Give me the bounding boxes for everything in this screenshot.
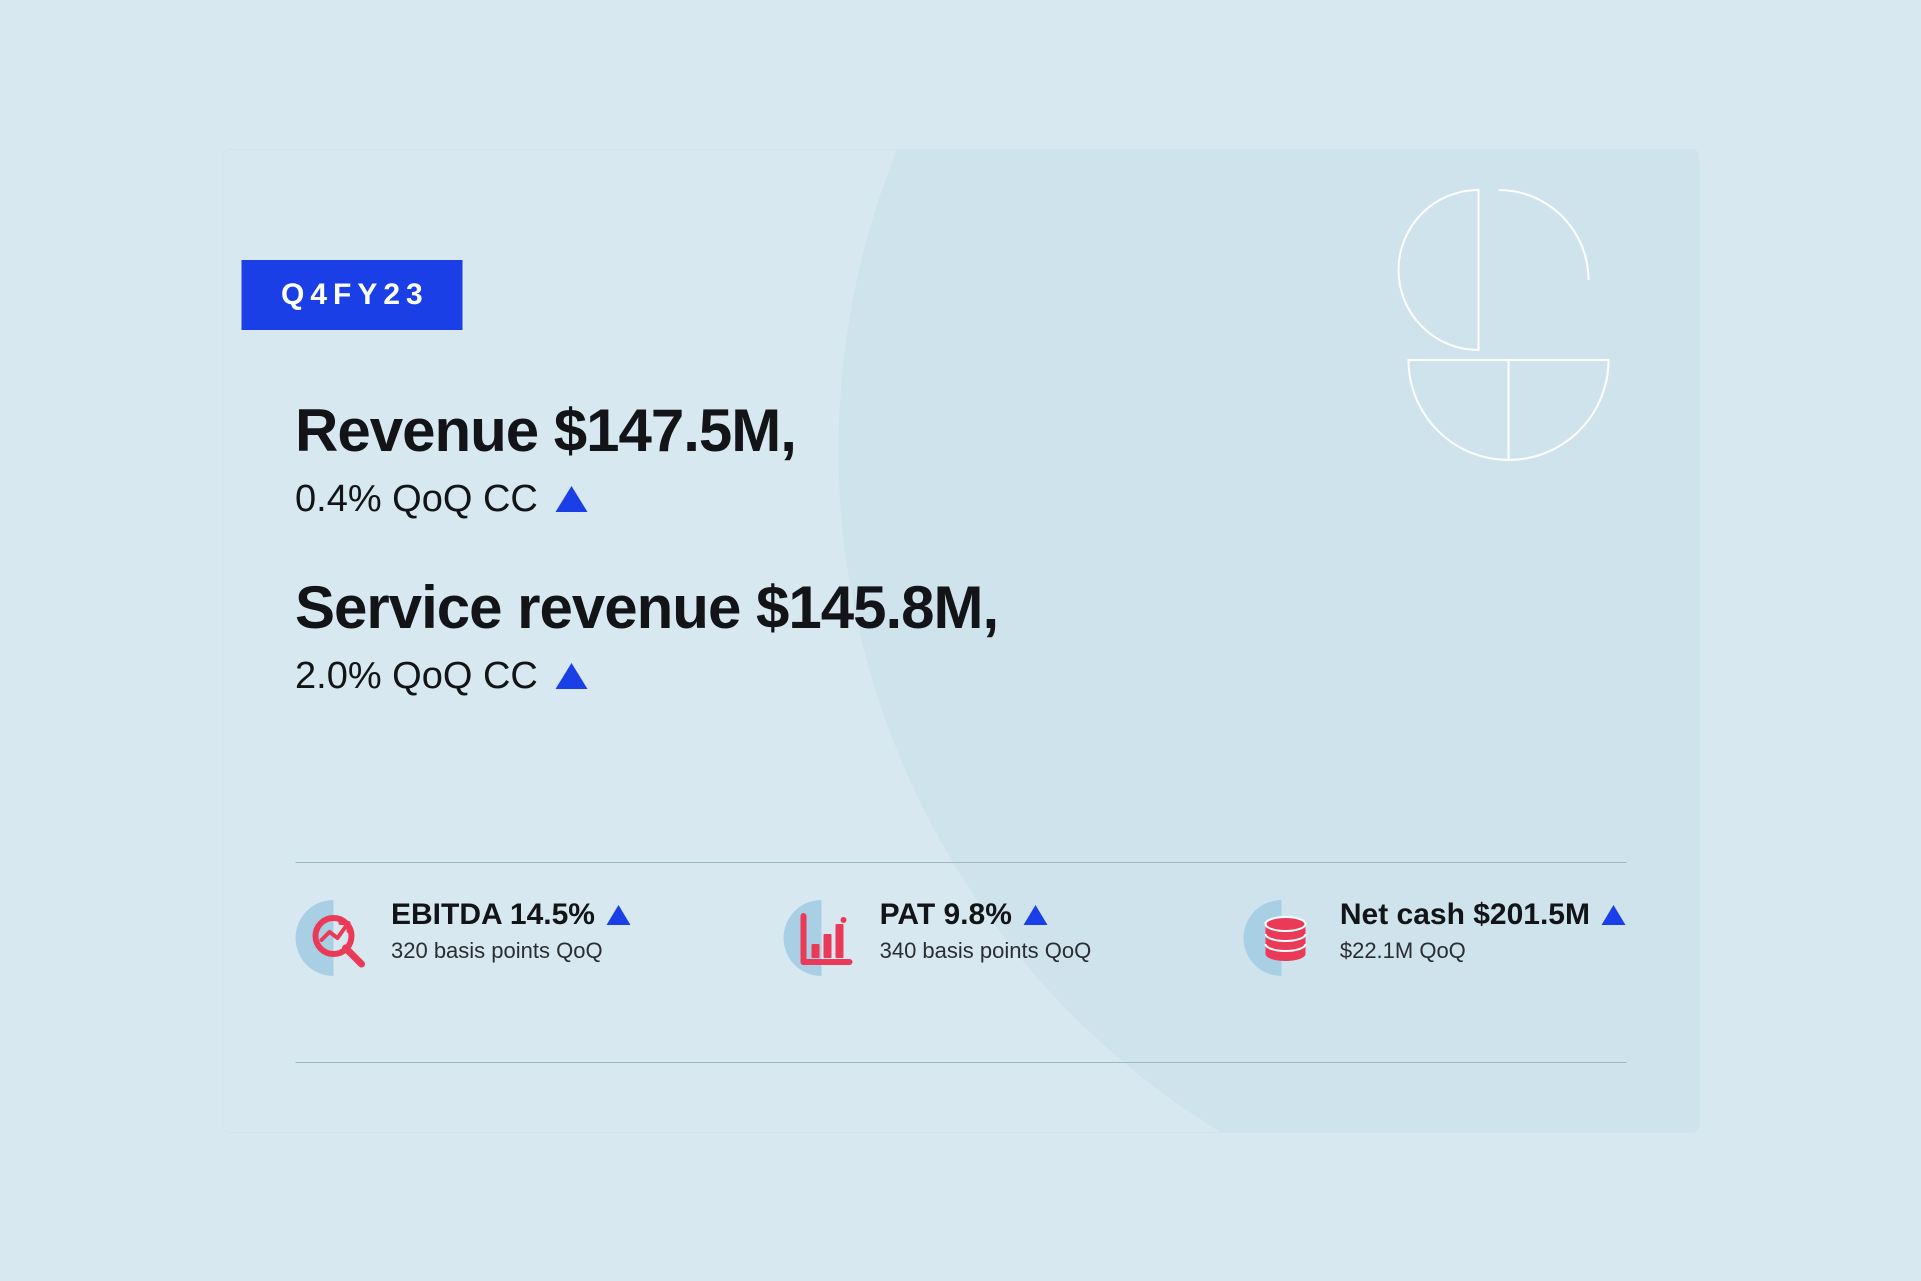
metrics-row: EBITDA 14.5% 320 basis points QoQ bbox=[295, 892, 1626, 992]
headline-sub-text: 0.4% QoQ CC bbox=[295, 478, 538, 521]
triangle-up-icon bbox=[556, 663, 588, 689]
coins-stack-icon bbox=[1256, 910, 1316, 970]
headline-sub: 2.0% QoQ CC bbox=[295, 655, 998, 698]
headline-title: Service revenue $145.8M, bbox=[295, 575, 998, 641]
headline-sub: 0.4% QoQ CC bbox=[295, 478, 998, 521]
metric-ebitda: EBITDA 14.5% 320 basis points QoQ bbox=[295, 892, 631, 992]
metric-text: Net cash $201.5M $22.1M QoQ bbox=[1340, 892, 1626, 964]
headlines-block: Revenue $147.5M, 0.4% QoQ CC Service rev… bbox=[295, 398, 998, 752]
metric-title-text: EBITDA 14.5% bbox=[391, 898, 595, 932]
metric-netcash: Net cash $201.5M $22.1M QoQ bbox=[1244, 892, 1626, 992]
metric-text: EBITDA 14.5% 320 basis points QoQ bbox=[391, 892, 631, 964]
metric-title: PAT 9.8% bbox=[880, 898, 1092, 932]
infographic-canvas: Q4FY23 Revenue $147.5M, 0.4% QoQ CC Serv… bbox=[223, 150, 1698, 1132]
divider-top bbox=[295, 862, 1626, 863]
metric-title-text: PAT 9.8% bbox=[880, 898, 1012, 932]
metric-icon-wrap bbox=[295, 892, 371, 992]
period-badge-label: Q4FY23 bbox=[281, 278, 429, 311]
metric-sub: 340 basis points QoQ bbox=[880, 938, 1092, 964]
headline-title: Revenue $147.5M, bbox=[295, 398, 998, 464]
metric-title: Net cash $201.5M bbox=[1340, 898, 1626, 932]
metric-text: PAT 9.8% 340 basis points QoQ bbox=[880, 892, 1092, 964]
bar-chart-icon bbox=[796, 910, 856, 970]
metric-pat: PAT 9.8% 340 basis points QoQ bbox=[784, 892, 1092, 992]
headline-service-revenue: Service revenue $145.8M, 2.0% QoQ CC bbox=[295, 575, 998, 698]
triangle-up-icon bbox=[556, 486, 588, 512]
triangle-up-icon bbox=[1602, 905, 1626, 925]
headline-sub-text: 2.0% QoQ CC bbox=[295, 655, 538, 698]
metric-sub: 320 basis points QoQ bbox=[391, 938, 631, 964]
metric-icon-wrap bbox=[1244, 892, 1320, 992]
headline-revenue: Revenue $147.5M, 0.4% QoQ CC bbox=[295, 398, 998, 521]
period-badge: Q4FY23 bbox=[241, 260, 463, 330]
metric-sub: $22.1M QoQ bbox=[1340, 938, 1626, 964]
triangle-up-icon bbox=[1024, 905, 1048, 925]
metric-icon-wrap bbox=[784, 892, 860, 992]
magnify-trend-icon bbox=[307, 910, 367, 970]
triangle-up-icon bbox=[607, 905, 631, 925]
metric-title: EBITDA 14.5% bbox=[391, 898, 631, 932]
metric-title-text: Net cash $201.5M bbox=[1340, 898, 1590, 932]
divider-bottom bbox=[295, 1062, 1626, 1063]
